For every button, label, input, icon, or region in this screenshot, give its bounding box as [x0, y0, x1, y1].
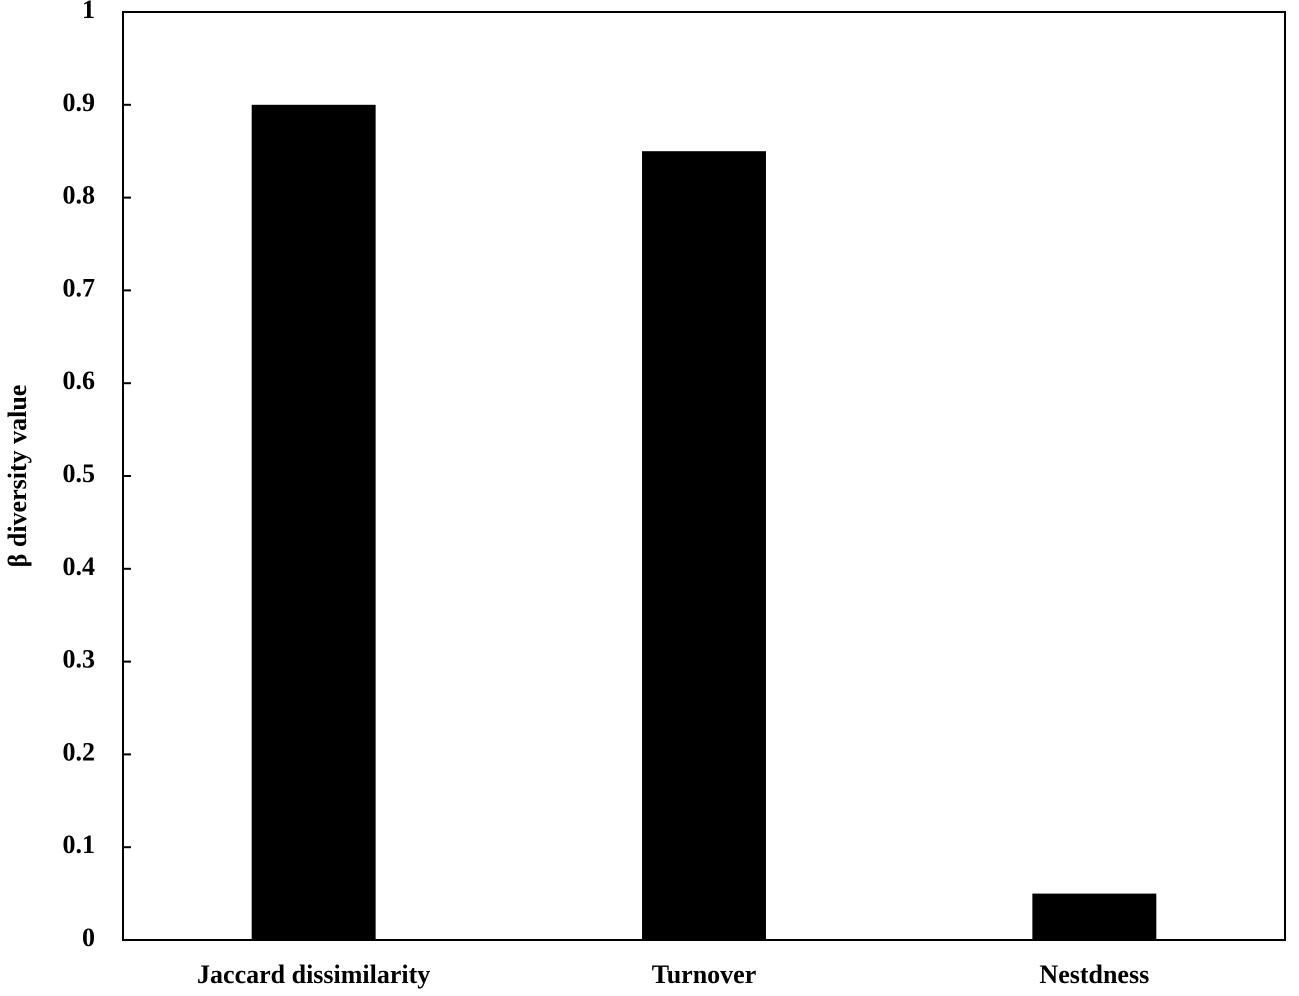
- bar: [1032, 893, 1157, 940]
- y-tick-label: 0: [82, 923, 95, 952]
- bar: [642, 151, 766, 940]
- y-tick-label: 0.3: [63, 645, 96, 674]
- y-axis-label: β diversity value: [3, 385, 32, 568]
- y-tick-label: 0.9: [63, 88, 96, 117]
- x-tick-label: Nestdness: [1039, 960, 1149, 989]
- x-tick-label: Jaccard dissimilarity: [197, 960, 430, 989]
- y-tick-label: 0.5: [63, 459, 96, 488]
- y-tick-label: 0.6: [63, 366, 96, 395]
- bar: [251, 104, 376, 941]
- y-tick-label: 0.8: [63, 181, 96, 210]
- y-tick-label: 0.2: [63, 737, 96, 766]
- y-tick-label: 0.4: [63, 552, 96, 581]
- y-tick-label: 0.1: [63, 830, 96, 859]
- y-tick-label: 1: [82, 0, 95, 24]
- x-tick-label: Turnover: [652, 960, 757, 989]
- y-tick-label: 0.7: [63, 273, 96, 302]
